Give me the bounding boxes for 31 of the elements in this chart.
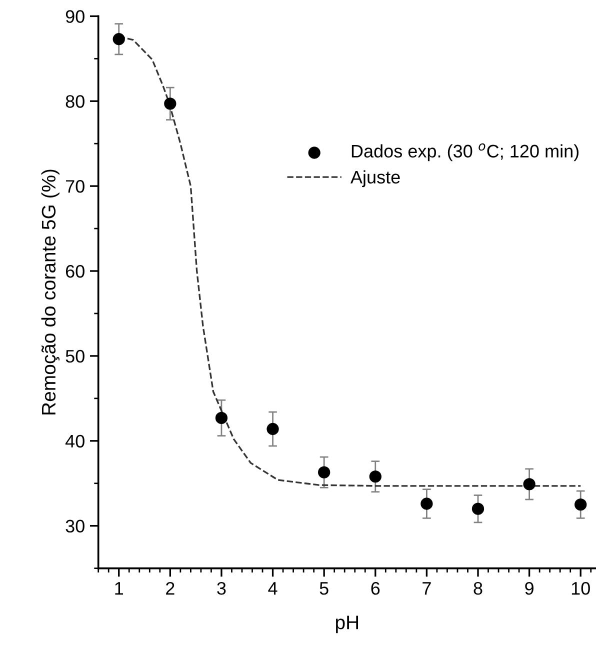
point — [164, 98, 176, 110]
x-tick-label: 2 — [166, 582, 174, 595]
legend-label: Ajuste — [350, 170, 400, 188]
x-axis-title: pH — [336, 616, 358, 634]
x-tick-label: 5 — [320, 582, 328, 595]
point — [574, 498, 587, 511]
x-tick-label: 1 — [115, 582, 123, 595]
x-tick-label: 4 — [268, 582, 278, 595]
y-tick-label: 60 — [66, 264, 84, 278]
point — [523, 478, 536, 490]
x-tick-label: 7 — [422, 582, 431, 595]
y-tick-label: 40 — [65, 434, 84, 448]
x-tick-label: 9 — [525, 582, 534, 595]
point — [472, 502, 484, 515]
point — [369, 470, 382, 483]
y-axis-title: Remoção do corante 5G (%) — [41, 170, 60, 414]
y-tick-label: 80 — [66, 95, 84, 108]
y-tick-label: 30 — [66, 520, 84, 533]
x-tick-label: 6 — [371, 582, 380, 595]
y-tick-label: 70 — [66, 180, 84, 193]
point — [215, 412, 228, 424]
y-tick-label: 90 — [66, 10, 84, 23]
point — [420, 498, 433, 510]
point — [318, 466, 330, 478]
x-tick-label: 8 — [474, 582, 482, 595]
x-tick-label: 10 — [572, 582, 590, 595]
point — [266, 422, 279, 436]
legend-label: Dados exp. (30 $^{o}$C; 120 min) — [352, 143, 579, 162]
point — [112, 33, 125, 46]
y-tick-label: 50 — [66, 350, 84, 363]
x-tick-label: 3 — [217, 582, 226, 595]
